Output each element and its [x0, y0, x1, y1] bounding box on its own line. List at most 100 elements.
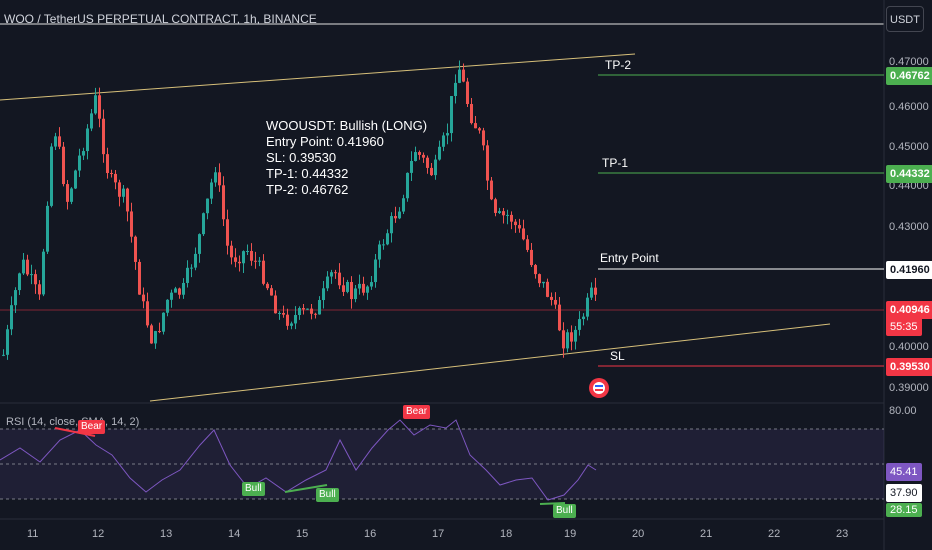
candle-body: [166, 299, 169, 313]
candle-body: [194, 253, 197, 268]
candle-body: [370, 282, 373, 287]
candle-body: [278, 313, 281, 315]
candle-body: [478, 128, 481, 131]
candle-body: [178, 288, 181, 295]
time-tick: 15: [296, 528, 309, 540]
candle-body: [358, 283, 361, 289]
candle-body: [450, 96, 453, 134]
candle-body: [122, 188, 125, 197]
candle-body: [302, 308, 305, 310]
candle-body: [530, 249, 533, 266]
price-tick: 0.39000: [889, 382, 929, 394]
candle-body: [330, 272, 333, 277]
candle-body: [526, 239, 529, 250]
candle-body: [90, 113, 93, 129]
candle-body: [162, 312, 165, 332]
candlestick-series: [2, 60, 597, 360]
candle-body: [294, 315, 297, 324]
time-tick: 12: [92, 528, 105, 540]
candle-body: [514, 221, 517, 226]
candle-body: [98, 95, 101, 119]
annotation-line: TP-1: 0.44332: [266, 166, 349, 181]
tp2-price-tag: 0.46762: [886, 67, 932, 85]
candle-body: [386, 233, 389, 245]
price-tick: 0.45000: [889, 141, 929, 153]
chart-title[interactable]: WOO / TetherUS PERPETUAL CONTRACT, 1h, B…: [4, 12, 317, 26]
candle-body: [314, 313, 317, 315]
candle-body: [546, 281, 549, 297]
candle-body: [538, 274, 541, 284]
candle-body: [226, 219, 229, 246]
candle-body: [62, 146, 65, 185]
candle-body: [430, 167, 433, 176]
candle-body: [198, 234, 201, 254]
candle-body: [382, 244, 385, 246]
candle-body: [578, 319, 581, 330]
rsi-indicator-label[interactable]: RSI (14, close, SMA, 14, 2): [6, 416, 140, 428]
candle-body: [6, 329, 9, 355]
candle-body: [422, 154, 425, 158]
candle-body: [126, 188, 129, 212]
sl-label: SL: [610, 349, 625, 363]
currency-button[interactable]: USDT: [886, 6, 924, 32]
bear-divergence-line-1: [54, 427, 96, 437]
candle-body: [282, 313, 285, 315]
annotation-line: Entry Point: 0.41960: [266, 134, 384, 149]
candle-body: [222, 185, 225, 220]
candle-body: [570, 332, 573, 342]
candle-body: [518, 225, 521, 229]
candle-body: [482, 130, 485, 146]
bull-divergence-line-2: [284, 484, 328, 493]
annotation-line: SL: 0.39530: [266, 150, 337, 165]
candle-body: [190, 267, 193, 269]
time-tick: 16: [364, 528, 377, 540]
candle-body: [86, 128, 89, 152]
candle-body: [298, 308, 301, 316]
candle-body: [418, 152, 421, 155]
candle-body: [290, 323, 293, 326]
candle-body: [454, 82, 457, 97]
event-icon: [593, 382, 605, 394]
candle-body: [102, 118, 105, 155]
rsi-band: [0, 429, 884, 499]
candle-body: [402, 198, 405, 212]
candle-body: [70, 188, 73, 202]
candle-body: [214, 172, 217, 183]
tp2-label: TP-2: [605, 58, 632, 72]
candle-body: [346, 281, 349, 292]
candle-body: [234, 257, 237, 262]
candle-body: [438, 146, 441, 160]
candle-body: [206, 198, 209, 214]
candle-body: [350, 281, 353, 300]
candle-body: [582, 316, 585, 320]
candle-body: [66, 184, 69, 202]
candle-body: [506, 214, 509, 216]
candle-body: [366, 286, 369, 293]
candle-body: [306, 308, 309, 310]
candle-body: [502, 211, 505, 216]
bear-signal-badge: Bear: [78, 420, 106, 434]
price-tick: 0.47000: [889, 56, 929, 68]
candle-body: [74, 170, 77, 189]
candle-body: [310, 308, 313, 314]
tp1-price-tag: 0.44332: [886, 165, 932, 183]
rsi-lower-tag: 28.15: [886, 503, 922, 517]
candle-body: [146, 301, 149, 326]
candle-body: [558, 304, 561, 331]
candle-body: [262, 260, 265, 284]
candle-body: [342, 285, 345, 292]
candle-body: [426, 157, 429, 168]
candle-body: [82, 151, 85, 156]
bull-divergence-line-3: [539, 502, 566, 505]
candle-body: [46, 205, 49, 252]
candle-body: [22, 259, 25, 274]
candle-body: [494, 199, 497, 213]
candle-body: [242, 251, 245, 264]
candle-body: [562, 330, 565, 349]
candle-body: [554, 299, 557, 305]
candle-body: [334, 272, 337, 274]
candle-body: [10, 305, 13, 330]
price-tick: 0.46000: [889, 101, 929, 113]
bull-signal-badge: Bull: [553, 504, 576, 518]
